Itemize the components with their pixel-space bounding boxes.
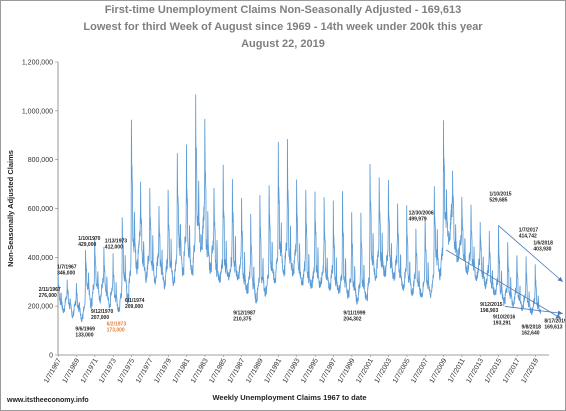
- y-axis-title: Non-Seasonally Adjusted Claims: [6, 150, 15, 267]
- x-tick-label: 1/7/1999: [337, 357, 357, 384]
- chart-subtitle: Lowest for third Week of August since 19…: [83, 21, 483, 33]
- data-annotation: 162,640: [521, 331, 539, 337]
- chart-date: August 22, 2019: [241, 38, 325, 50]
- data-annotation: 12/30/2006: [409, 211, 434, 217]
- data-annotation: 1/7/2017: [519, 228, 539, 234]
- x-tick-label: 1/7/2017: [502, 357, 522, 384]
- data-annotation: 6/2/1973: [107, 322, 127, 328]
- chart-title: First-time Unemployment Claims Non-Seaso…: [104, 4, 462, 16]
- data-annotation: 1/6/2018: [533, 241, 553, 247]
- x-tick-label: 1/7/1981: [172, 357, 192, 384]
- y-tick-label: 200,000: [28, 304, 53, 311]
- data-annotation: 429,000: [78, 242, 96, 248]
- data-annotation: 412,000: [105, 245, 123, 251]
- data-annotation: 2/11/1967: [39, 287, 61, 293]
- data-annotation: 209,000: [125, 304, 143, 310]
- y-tick-label: 1,000,000: [22, 108, 53, 115]
- x-tick-label: 1/7/1973: [98, 357, 118, 384]
- data-annotation: 193,291: [493, 320, 511, 326]
- trend-arrow: [504, 306, 563, 316]
- data-annotation: 9/12/1970: [91, 309, 113, 315]
- x-tick-label: 1/7/1985: [208, 357, 228, 384]
- x-tick-label: 1/7/2019: [520, 357, 540, 384]
- y-tick-label: 400,000: [28, 255, 53, 262]
- x-tick-label: 1/7/1969: [62, 357, 82, 384]
- data-annotation: 133,000: [75, 333, 93, 339]
- data-annotation: 9/6/1969: [75, 327, 95, 333]
- data-annotation: 6/1/1974: [125, 298, 145, 304]
- y-tick-label: 600,000: [28, 206, 53, 213]
- x-tick-label: 1/7/1987: [227, 357, 247, 384]
- data-annotation: 9/8/2018: [521, 325, 541, 331]
- y-tick-label: 1,200,000: [22, 60, 53, 67]
- data-annotation: 8/17/2019: [544, 319, 565, 325]
- x-tick-label: 1/7/1975: [117, 357, 137, 384]
- data-annotation: 276,000: [39, 293, 57, 299]
- x-tick-label: 1/7/1983: [190, 357, 210, 384]
- x-tick-label: 1/7/1989: [245, 357, 265, 384]
- x-tick-label: 1/7/1979: [153, 357, 173, 384]
- data-annotation: 9/11/1999: [343, 310, 365, 316]
- site-credit: www.itstheeconomy.info: [7, 397, 89, 404]
- x-tick-label: 1/7/2003: [374, 357, 394, 384]
- data-annotation: 9/10/2016: [493, 314, 515, 320]
- data-annotation: 210,375: [233, 316, 251, 322]
- x-tick-label: 1/7/1971: [80, 357, 100, 384]
- data-annotation: 169,613: [544, 325, 562, 331]
- data-annotation: 1/10/2015: [489, 191, 511, 197]
- x-tick-label: 1/7/2013: [465, 357, 485, 384]
- trend-arrow: [446, 249, 562, 319]
- data-annotation: 204,302: [343, 316, 361, 322]
- data-annotation: 1/7/1967: [57, 264, 77, 270]
- x-tick-label: 1/7/2011: [447, 357, 466, 384]
- data-annotation: 1/13/1973: [105, 239, 127, 245]
- data-annotation: 1/10/1970: [78, 236, 100, 242]
- x-tick-label: 1/7/2015: [484, 357, 504, 384]
- x-tick-label: 1/7/1991: [263, 357, 283, 384]
- x-tick-label: 1/7/2009: [429, 357, 449, 384]
- x-tick-label: 1/7/1993: [282, 357, 302, 384]
- data-annotation: 529,685: [489, 197, 507, 203]
- y-tick-label: 0: [49, 353, 53, 360]
- data-annotation: 346,000: [57, 270, 75, 276]
- x-axis-title: Weekly Unemployment Claims 1967 to date: [212, 393, 366, 402]
- x-tick-label: 1/7/1995: [300, 357, 320, 384]
- data-annotation: 499,979: [409, 217, 427, 223]
- y-tick-label: 800,000: [28, 157, 53, 164]
- data-annotation: 173,000: [107, 328, 125, 334]
- x-tick-label: 1/7/2007: [410, 357, 430, 384]
- x-tick-label: 1/7/1997: [319, 357, 339, 384]
- claims-series-line: [57, 94, 542, 323]
- data-annotation: 207,000: [91, 315, 109, 321]
- trend-arrow: [498, 225, 564, 283]
- data-annotation: 9/12/1987: [233, 310, 255, 316]
- data-annotation: 403,930: [533, 247, 551, 253]
- data-annotation: 414,742: [519, 234, 537, 240]
- x-tick-label: 1/7/2001: [355, 357, 375, 384]
- data-annotation: 198,903: [480, 308, 498, 314]
- x-tick-label: 1/7/2005: [392, 357, 412, 384]
- data-annotation: 9/12/2015: [480, 302, 502, 308]
- x-tick-label: 1/7/1977: [135, 357, 155, 384]
- x-tick-label: 1/7/1967: [43, 357, 63, 384]
